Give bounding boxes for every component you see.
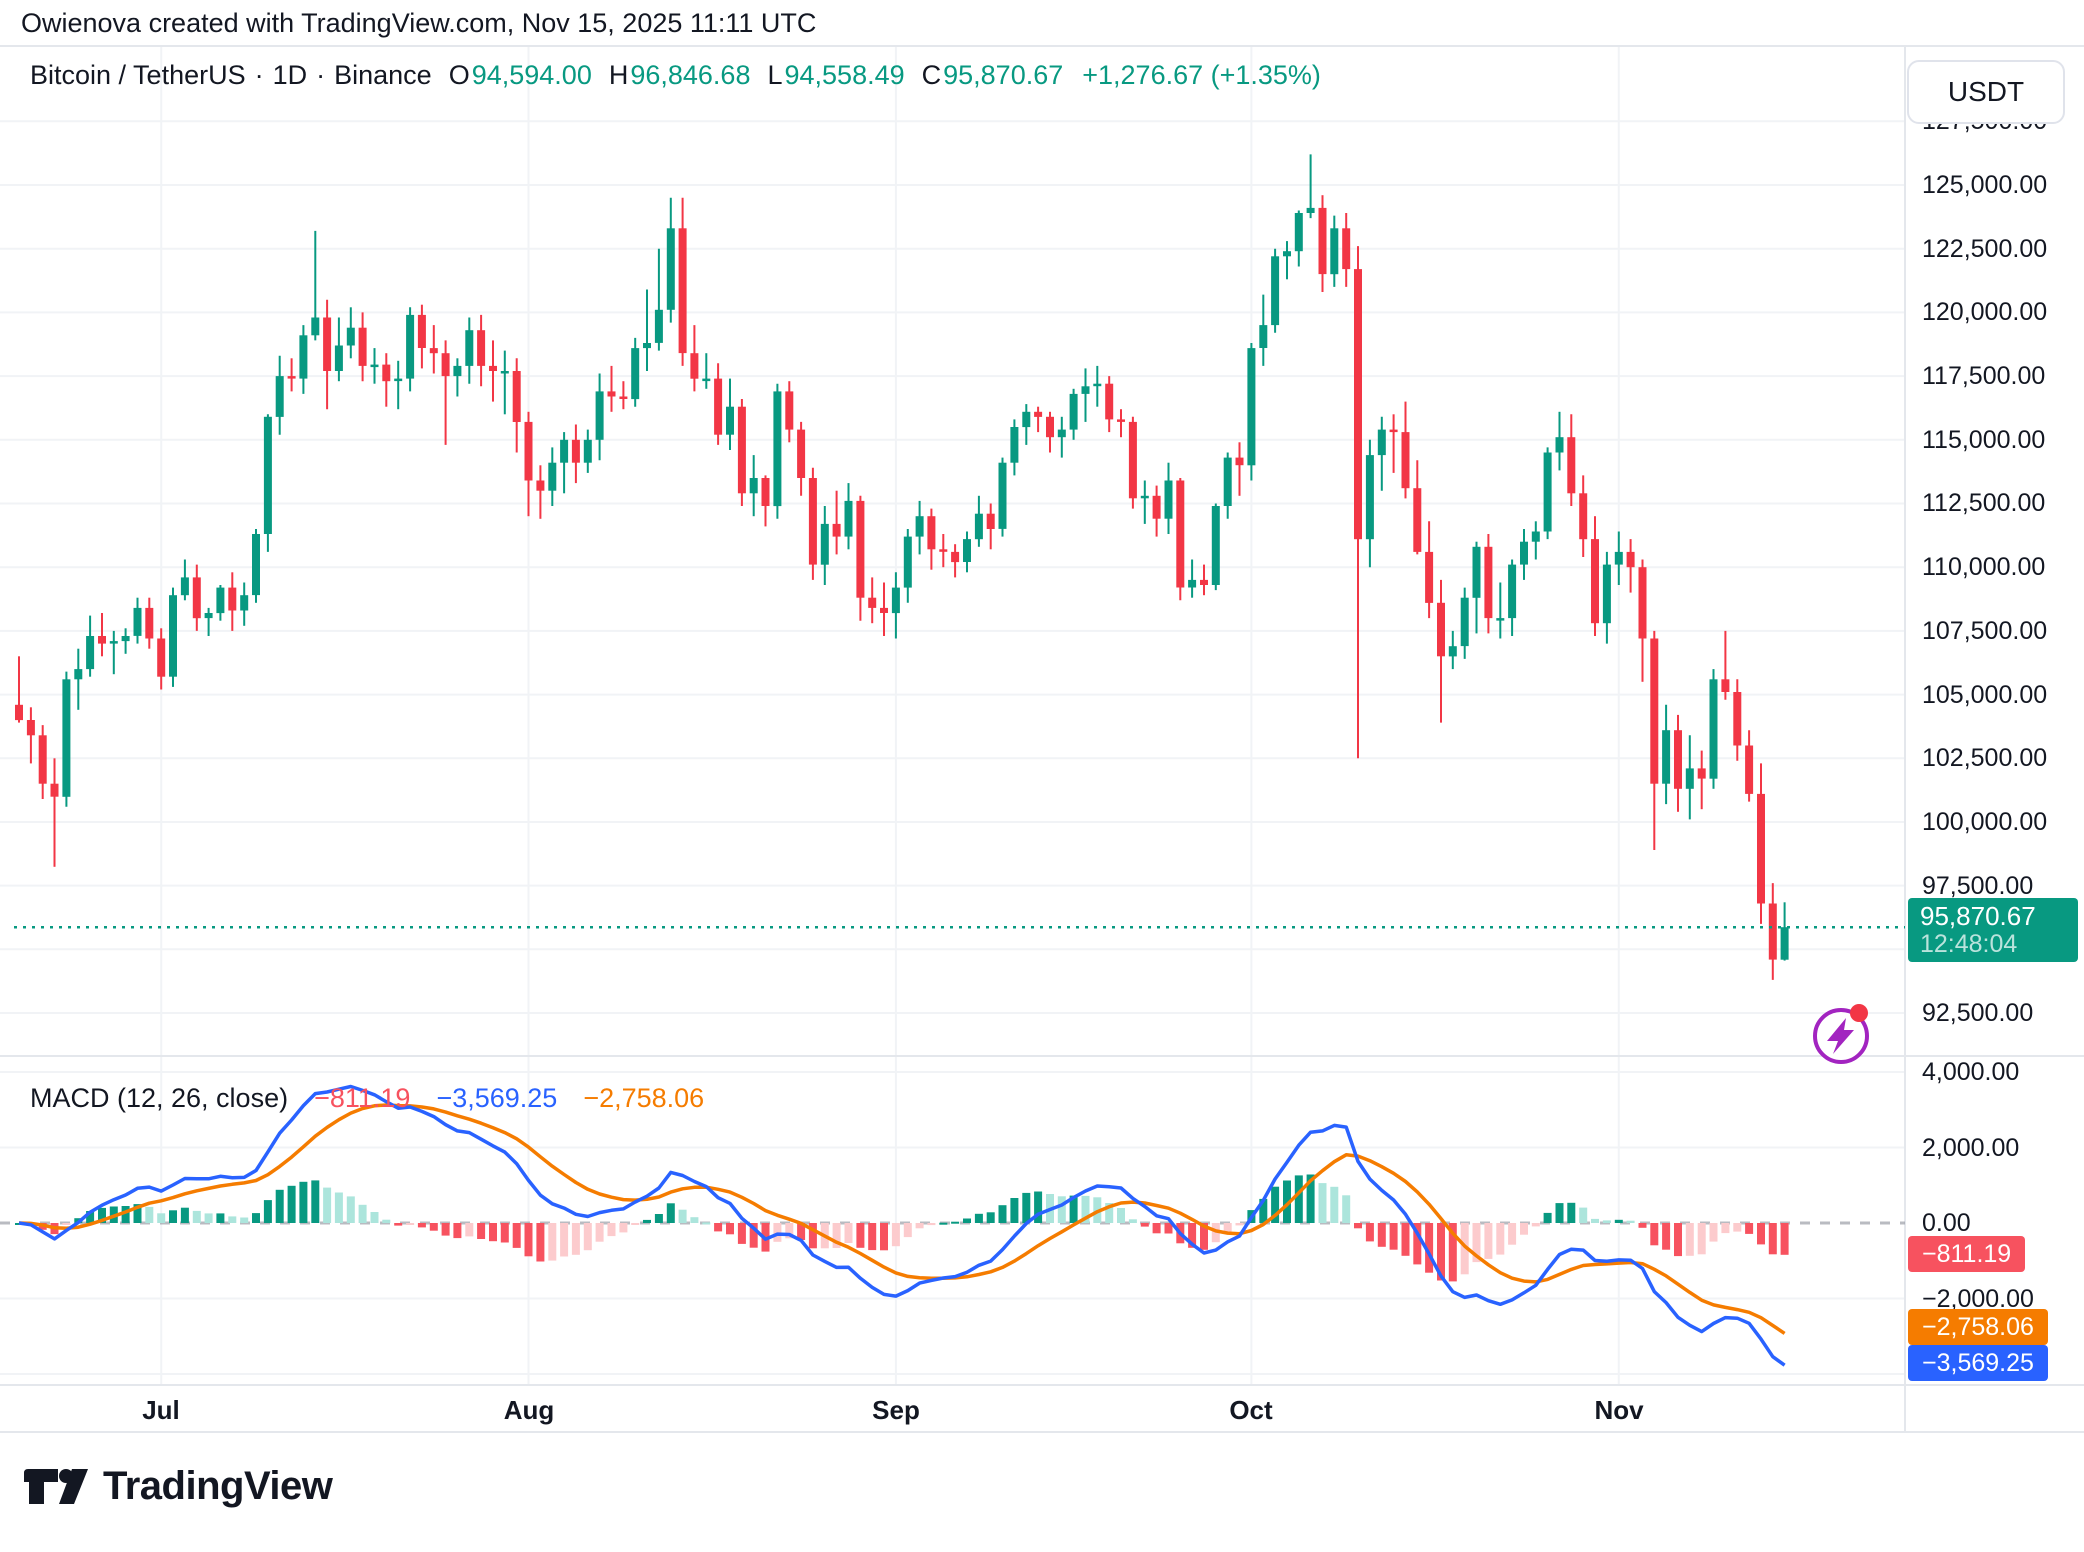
tradingview-logo[interactable]: TradingView (23, 1464, 333, 1509)
open-pair: O 94,594.00 (448, 59, 592, 90)
macd-title[interactable]: MACD (12, 26, close) (30, 1082, 289, 1113)
bar-countdown: 12:48:04 (1920, 930, 2018, 958)
month-label-jul: Jul (142, 1395, 180, 1425)
price-tick-label: 100,000.00 (1922, 808, 2048, 836)
macd-values: −811.19 −3,569.25 −2,758.06 (314, 1083, 704, 1114)
price-tick-label: 92,500.00 (1922, 999, 2034, 1027)
exchange-label: Binance (334, 59, 432, 90)
high-value: 96,846.68 (630, 59, 751, 90)
close-pair: C 95,870.67 (921, 59, 1064, 90)
month-label-aug: Aug (503, 1395, 555, 1425)
change-value: +1,276.67 (+1.35%) (1082, 59, 1321, 90)
price-tick-label: 122,500.00 (1922, 235, 2048, 263)
price-tick-label: 125,000.00 (1922, 171, 2048, 199)
low-pair: L 94,558.49 (767, 59, 905, 90)
macd-badge: −811.19 (1908, 1236, 2026, 1272)
month-label-sep: Sep (872, 1395, 920, 1425)
price-tick-label: 115,000.00 (1922, 426, 2046, 454)
price-tick-label: 105,000.00 (1922, 681, 2048, 709)
month-label-nov: Nov (1594, 1395, 1644, 1425)
last-price-badge: 95,870.67 12:48:04 (1908, 898, 2078, 962)
legend-separator-2: · (316, 59, 326, 90)
month-label-oct: Oct (1229, 1395, 1273, 1425)
price-tick-label: 97,500.00 (1922, 872, 2034, 900)
macd-tick-label: 0.00 (1922, 1209, 1971, 1237)
tradingview-logo-text: TradingView (103, 1464, 333, 1508)
tradingview-logo-icon (24, 1468, 88, 1504)
attribution-text: Owienova created with TradingView.com, N… (21, 8, 817, 38)
price-tick-label: 107,500.00 (1922, 617, 2048, 645)
price-tick-label: 112,500.00 (1922, 489, 2046, 517)
macd-tick-label: −2,000.00 (1922, 1285, 2034, 1313)
symbol-legend[interactable]: Bitcoin / TetherUS · 1D · Binance O 94,59… (30, 58, 1321, 92)
price-tick-label: 117,500.00 (1922, 362, 2046, 390)
interval-label[interactable]: 1D (272, 59, 308, 90)
currency-toggle-button[interactable]: USDT (1907, 60, 2065, 124)
high-pair: H 96,846.68 (608, 59, 751, 90)
macd-badge: −2,758.06 (1908, 1309, 2048, 1345)
legend-separator-1: · (254, 59, 264, 90)
flash-icon (1813, 1004, 1869, 1064)
macd-tick-label: 2,000.00 (1922, 1134, 2020, 1162)
macd-legend[interactable]: MACD (12, 26, close) −811.19 −3,569.25 −2,… (30, 1080, 704, 1116)
flash-idea-marker[interactable] (1791, 986, 1891, 1086)
macd-tick-label: 4,000.00 (1922, 1058, 2020, 1086)
open-value: 94,594.00 (471, 59, 592, 90)
price-tick-label: 102,500.00 (1922, 744, 2048, 772)
last-price-value: 95,870.67 (1920, 901, 2036, 931)
low-value: 94,558.49 (784, 59, 905, 90)
symbol-name[interactable]: Bitcoin / TetherUS (30, 59, 246, 90)
price-tick-label: 120,000.00 (1922, 298, 2048, 326)
macd-legend-value: −811.19 (314, 1082, 411, 1113)
close-value: 95,870.67 (943, 59, 1064, 90)
price-tick-label: 110,000.00 (1922, 553, 2046, 581)
macd-badge: −3,569.25 (1908, 1345, 2048, 1381)
macd-legend-value: −3,569.25 (436, 1082, 558, 1113)
macd-legend-value: −2,758.06 (583, 1082, 705, 1113)
